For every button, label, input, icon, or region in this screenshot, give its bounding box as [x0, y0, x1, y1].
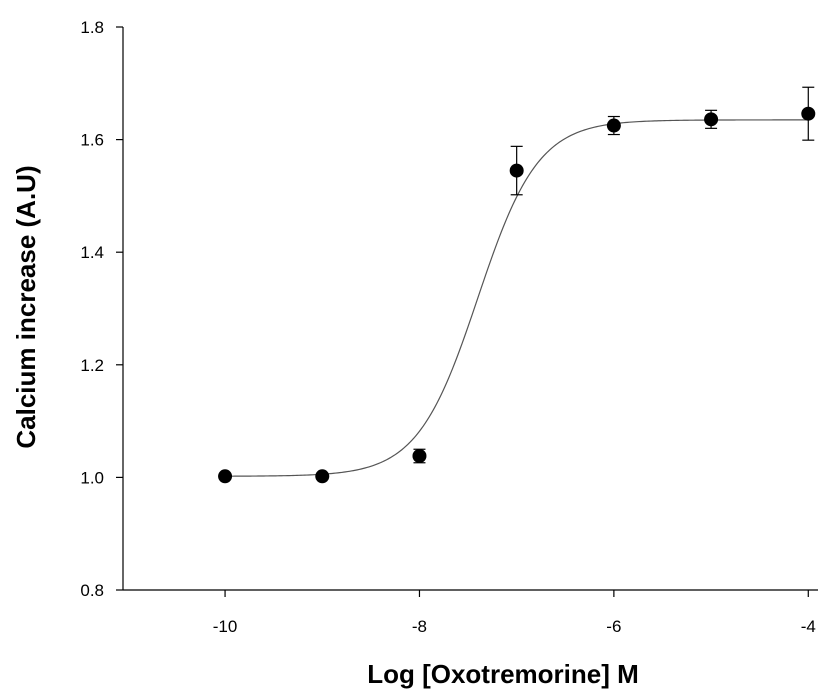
data-point — [509, 163, 524, 178]
y-tick-label: 0.8 — [80, 581, 104, 600]
x-tick-label: -8 — [412, 617, 427, 636]
y-ticks: 0.8 1.0 1.2 1.4 1.6 1.8 — [80, 18, 123, 600]
data-point — [218, 469, 233, 484]
x-axis-title: Log [Oxotremorine] M — [367, 659, 639, 689]
y-tick-label: 1.2 — [80, 356, 104, 375]
x-tick-label: -10 — [213, 617, 238, 636]
y-axis-title: Calcium increase (A.U) — [11, 165, 41, 448]
error-bars — [413, 86, 815, 464]
axes — [122, 27, 818, 591]
data-point — [412, 449, 427, 464]
data-point — [606, 118, 621, 133]
data-points — [218, 106, 816, 484]
data-point — [315, 469, 330, 484]
y-tick-label: 1.0 — [80, 468, 104, 487]
y-tick-label: 1.4 — [80, 243, 104, 262]
data-point — [801, 106, 816, 121]
data-point — [704, 112, 719, 127]
y-tick-label: 1.6 — [80, 131, 104, 150]
y-tick-label: 1.8 — [80, 18, 104, 37]
x-tick-label: -4 — [801, 617, 816, 636]
x-ticks: -10 -8 -6 -4 — [213, 590, 816, 636]
x-tick-label: -6 — [606, 617, 621, 636]
